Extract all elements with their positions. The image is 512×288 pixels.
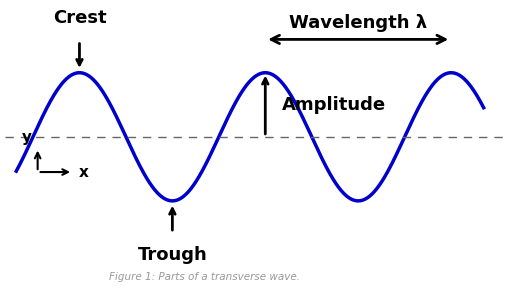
Text: Crest: Crest — [53, 9, 107, 26]
Text: Trough: Trough — [138, 246, 207, 264]
Text: x: x — [78, 164, 89, 179]
Text: y: y — [22, 130, 32, 145]
Text: Figure 1: Parts of a transverse wave.: Figure 1: Parts of a transverse wave. — [109, 272, 301, 282]
Text: Wavelength λ: Wavelength λ — [289, 14, 428, 32]
Text: Amplitude: Amplitude — [282, 96, 386, 114]
